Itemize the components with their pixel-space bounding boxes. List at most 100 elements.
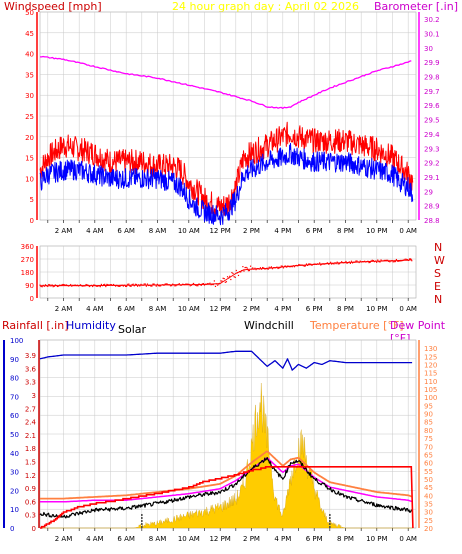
direction-chart-x-tick-label: 10 AM bbox=[178, 305, 200, 313]
dewpoint-line bbox=[40, 457, 413, 503]
temp-chart-x-tick-label: 10 PM bbox=[366, 535, 387, 543]
wind-direction-point bbox=[100, 283, 103, 286]
wind-direction-point bbox=[370, 260, 372, 262]
wind-direction-point bbox=[311, 264, 313, 266]
rainfall-tick-label: 3.3 bbox=[25, 379, 36, 387]
windspeed-tick-label: 15 bbox=[25, 155, 34, 163]
wind-direction-point bbox=[141, 284, 143, 286]
wind-direction-point bbox=[83, 285, 85, 287]
wind-direction-point bbox=[277, 267, 279, 270]
temperature-tick-label: 85 bbox=[424, 419, 433, 427]
rainfall-tick-label: 1.5 bbox=[25, 458, 36, 466]
wind-direction-point bbox=[98, 285, 100, 287]
wind-direction-point bbox=[209, 282, 211, 284]
wind-direction-point bbox=[248, 269, 251, 272]
wind-direction-point bbox=[408, 258, 411, 260]
wind-direction-point bbox=[323, 263, 325, 265]
windspeed-tick-label: 0 bbox=[30, 217, 34, 225]
direction-letter-w: W bbox=[434, 254, 445, 267]
wind-direction-point bbox=[122, 285, 124, 287]
wind-direction-point bbox=[54, 284, 56, 286]
wind-direction-point bbox=[260, 268, 263, 270]
wind-direction-point bbox=[109, 284, 111, 286]
temperature-tick-label: 120 bbox=[424, 362, 437, 370]
wind-direction-point bbox=[327, 263, 330, 265]
wind-direction-point bbox=[48, 283, 50, 286]
wind-direction-point bbox=[362, 261, 365, 263]
wind-direction-point bbox=[51, 284, 53, 286]
wind-direction-point bbox=[96, 285, 98, 288]
direction-chart-x-tick-label: 8 PM bbox=[337, 305, 354, 313]
windspeed-tick-label: 50 bbox=[25, 9, 34, 17]
windspeed-tick-label: 25 bbox=[25, 113, 34, 121]
wind-direction-point bbox=[389, 261, 391, 263]
wind-direction-point bbox=[308, 263, 310, 265]
wind-direction-point bbox=[130, 285, 132, 287]
rainfall-tick-label: 1.2 bbox=[25, 472, 36, 480]
wind-direction-point bbox=[158, 285, 161, 287]
wind-chart-x-tick-label: 4 AM bbox=[86, 227, 104, 235]
wind-direction-point bbox=[379, 261, 381, 263]
wind-direction-point bbox=[271, 268, 274, 270]
wind-direction-point bbox=[254, 267, 256, 269]
temperature-tick-label: 20 bbox=[424, 525, 433, 533]
windspeed-tick-label: 10 bbox=[25, 175, 34, 183]
wind-direction-point bbox=[232, 272, 234, 275]
temperature-tick-label: 45 bbox=[424, 484, 433, 492]
wind-direction-point bbox=[265, 268, 267, 270]
wind-direction-point bbox=[95, 285, 97, 287]
temp-chart-x-tick-label: 8 PM bbox=[337, 535, 354, 543]
wind-direction-point bbox=[294, 264, 297, 267]
wind-direction-point bbox=[204, 283, 207, 285]
wind-direction-point bbox=[105, 285, 107, 288]
wind-direction-point bbox=[40, 285, 42, 288]
wind-direction-point bbox=[275, 267, 277, 269]
wind-direction-point bbox=[400, 260, 402, 262]
wind-chart-x-tick-label: 12 PM bbox=[209, 227, 230, 235]
barometer-tick-label: 28.8 bbox=[424, 217, 440, 225]
wind-direction-point bbox=[138, 284, 140, 286]
solar-label: Solar bbox=[118, 323, 147, 336]
wind-direction-point bbox=[321, 263, 323, 265]
wind-direction-point bbox=[402, 259, 404, 262]
wind-direction-point bbox=[241, 270, 243, 272]
wind-direction-point bbox=[211, 283, 213, 285]
wind-direction-point bbox=[347, 261, 349, 264]
wind-direction-point bbox=[67, 285, 70, 287]
wind-direction-point bbox=[219, 282, 221, 284]
windspeed-tick-label: 35 bbox=[25, 71, 34, 79]
wind-direction-point bbox=[410, 258, 412, 260]
wind-direction-point bbox=[224, 281, 226, 283]
wind-direction-point bbox=[201, 283, 203, 285]
wind-direction-point bbox=[253, 268, 255, 270]
wind-direction-point bbox=[374, 260, 377, 262]
direction-chart-x-tick-label: 6 PM bbox=[306, 305, 323, 313]
barometer-axis-label: Barometer [.in] bbox=[374, 0, 458, 13]
wind-direction-point bbox=[85, 283, 87, 286]
wind-direction-point bbox=[385, 259, 388, 261]
wind-direction-point bbox=[222, 277, 224, 279]
temperature-tick-label: 80 bbox=[424, 427, 433, 435]
temperature-tick-label: 25 bbox=[424, 517, 433, 525]
wind-direction-point bbox=[349, 262, 351, 265]
wind-direction-point bbox=[280, 265, 282, 267]
temp-chart-x-tick-label: 2 AM bbox=[55, 535, 73, 543]
wind-direction-point bbox=[178, 283, 180, 285]
windspeed-tick-label: 5 bbox=[30, 196, 34, 204]
temperature-line bbox=[40, 450, 413, 500]
chart-title: 24 hour graph day : April 02 2026 bbox=[172, 0, 359, 13]
wind-direction-point bbox=[143, 283, 145, 285]
rainfall-tick-label: 2.7 bbox=[25, 405, 36, 413]
wind-direction-point bbox=[313, 263, 315, 265]
temp-chart-x-tick-label: 6 PM bbox=[306, 535, 323, 543]
wind-direction-point bbox=[212, 283, 214, 286]
wind-direction-point bbox=[319, 262, 321, 264]
wind-direction-point bbox=[202, 283, 205, 285]
wind-direction-point bbox=[173, 284, 175, 286]
wind-direction-point bbox=[196, 285, 198, 287]
wind-direction-point bbox=[140, 283, 142, 286]
wind-direction-point bbox=[405, 258, 407, 260]
direction-tick-label: 180 bbox=[21, 269, 34, 277]
wind-direction-point bbox=[176, 284, 178, 286]
wind-direction-point bbox=[332, 262, 334, 264]
